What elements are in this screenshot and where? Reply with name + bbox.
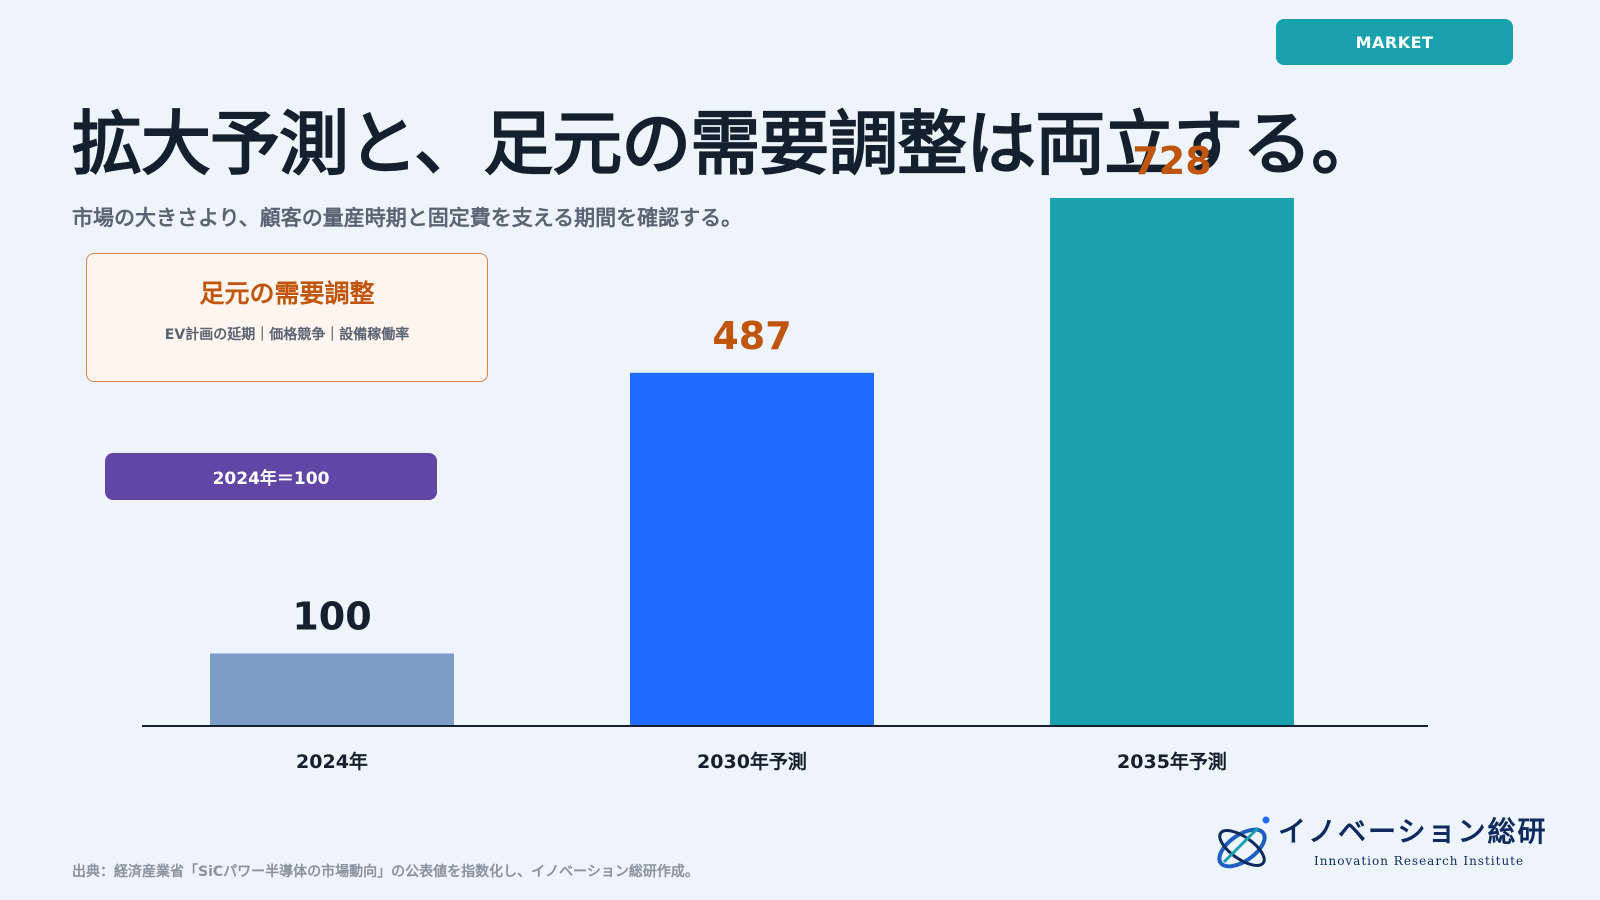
data-label-2: 487 [712,314,791,358]
logo-name-en: Innovation Research Institute [1314,854,1525,868]
market-tag: MARKET [1276,19,1513,65]
page-title: 拡大予測と、足元の需要調整は両立する。 [72,103,1381,185]
demand-adjustment-callout: 足元の需要調整 EV計画の延期｜価格競争｜設備稼働率 [86,253,488,382]
callout-detail: EV計画の延期｜価格競争｜設備稼働率 [164,327,410,343]
data-label-1: 100 [292,594,371,638]
logo-name-jp: イノベーション総研 [1278,815,1548,848]
callout-title: 足元の需要調整 [199,279,375,308]
category-label-3: 2035年予測 [1117,750,1227,773]
atom-logo-icon [1217,816,1270,869]
page-subtitle: 市場の大きさより、顧客の量産時期と固定費を支える期間を確認する。 [72,206,743,230]
company-logo: イノベーション総研 Innovation Research Institute [1210,810,1556,878]
bar-2 [630,372,874,726]
category-label-1: 2024年 [296,750,368,773]
category-label-2: 2030年予測 [697,750,807,773]
bar-1 [210,653,454,726]
data-label-3: 728 [1132,139,1211,183]
bar-3 [1050,198,1294,726]
index-base-badge: 2024年＝100 [105,453,437,500]
source-note: 出典：経済産業省「SiCパワー半導体の市場動向」の公表値を指数化し、イノベーショ… [72,864,699,880]
